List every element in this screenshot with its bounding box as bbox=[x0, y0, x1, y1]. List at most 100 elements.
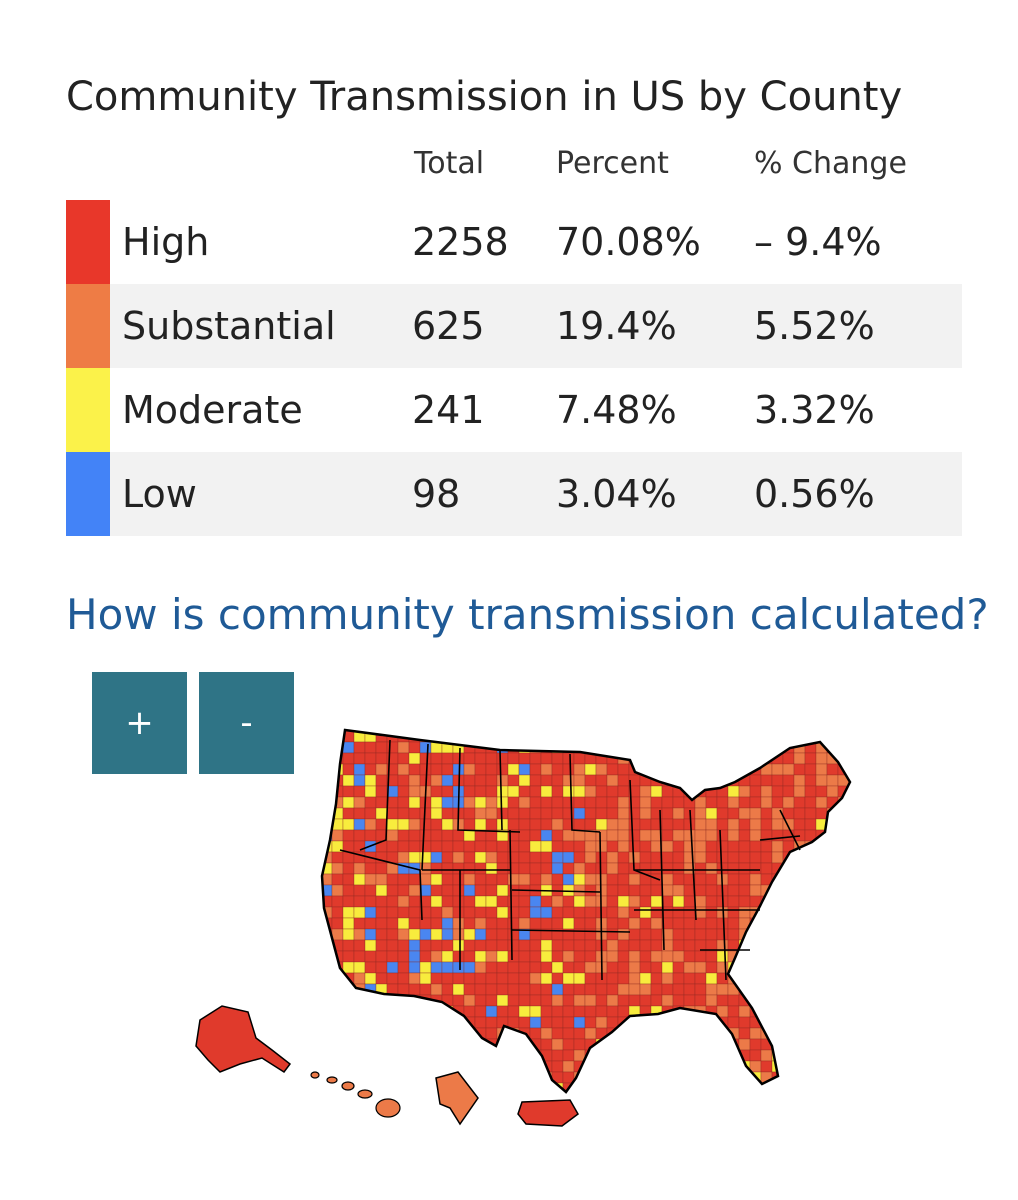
state-border-line bbox=[421, 743, 429, 871]
county-cell bbox=[573, 1005, 586, 1018]
county-cell bbox=[826, 1049, 839, 1062]
county-cell bbox=[463, 730, 476, 732]
county-cell bbox=[749, 796, 762, 809]
county-cell bbox=[771, 994, 784, 1007]
county-cell bbox=[760, 928, 773, 941]
county-cell bbox=[507, 939, 520, 952]
county-cell bbox=[793, 950, 806, 963]
county-cell bbox=[507, 730, 520, 732]
county-cell bbox=[607, 1094, 618, 1105]
county-cell bbox=[793, 939, 806, 952]
county-cell bbox=[485, 884, 498, 897]
county-cell bbox=[848, 1038, 850, 1051]
county-cell bbox=[310, 1094, 321, 1105]
county-cell bbox=[782, 752, 795, 765]
county-cell bbox=[815, 862, 828, 875]
county-cell bbox=[551, 796, 564, 809]
county-cell bbox=[529, 752, 542, 765]
county-cell bbox=[727, 1005, 740, 1018]
county-cell bbox=[628, 840, 641, 853]
county-cell bbox=[749, 928, 762, 941]
county-cell bbox=[353, 752, 366, 765]
county-cell bbox=[507, 807, 520, 820]
county-cell bbox=[529, 840, 542, 853]
county-cell bbox=[584, 983, 597, 996]
county-cell bbox=[529, 1082, 542, 1092]
county-cell bbox=[749, 752, 762, 765]
county-cell bbox=[551, 1005, 564, 1018]
county-cell bbox=[310, 863, 321, 874]
county-cell bbox=[628, 884, 641, 897]
county-cell bbox=[727, 862, 740, 875]
county-cell bbox=[683, 1049, 696, 1062]
county-cell bbox=[815, 939, 828, 952]
us-county-map[interactable] bbox=[160, 720, 860, 1140]
county-cell bbox=[650, 1071, 663, 1084]
county-cell bbox=[496, 939, 509, 952]
county-cell bbox=[375, 774, 388, 787]
county-cell bbox=[353, 840, 366, 853]
county-cell bbox=[760, 840, 773, 853]
county-cell bbox=[310, 896, 321, 907]
county-cell bbox=[310, 1050, 321, 1061]
county-cell bbox=[804, 1038, 817, 1051]
county-cell bbox=[805, 1094, 816, 1105]
county-cell bbox=[639, 818, 652, 831]
county-cell bbox=[408, 763, 421, 776]
county-cell bbox=[683, 939, 696, 952]
county-cell bbox=[661, 829, 674, 842]
county-cell bbox=[463, 818, 476, 831]
county-cell bbox=[727, 785, 740, 798]
county-cell bbox=[518, 906, 531, 919]
county-cell bbox=[749, 807, 762, 820]
county-cell bbox=[353, 730, 366, 732]
county-cell bbox=[727, 807, 740, 820]
county-cell bbox=[386, 895, 399, 908]
county-cell bbox=[353, 774, 366, 787]
county-cell bbox=[837, 807, 850, 820]
county-cell bbox=[419, 972, 432, 985]
county-cell bbox=[332, 1105, 343, 1116]
county-cell bbox=[672, 961, 685, 974]
county-cell bbox=[651, 1094, 662, 1105]
county-cell bbox=[838, 1105, 849, 1116]
hawaii-island bbox=[341, 1081, 355, 1091]
county-cell bbox=[322, 1082, 333, 1092]
zoom-out-button[interactable]: - bbox=[199, 672, 294, 774]
county-cell bbox=[497, 1105, 508, 1116]
county-cell bbox=[441, 730, 454, 732]
county-cell bbox=[408, 730, 421, 732]
county-cell bbox=[606, 961, 619, 974]
county-cell bbox=[540, 840, 553, 853]
county-cell bbox=[761, 1094, 772, 1105]
county-cell bbox=[321, 1094, 332, 1105]
county-cell bbox=[364, 730, 377, 732]
county-cell bbox=[639, 752, 652, 765]
county-cell bbox=[804, 873, 817, 886]
county-cell bbox=[507, 785, 520, 798]
county-cell bbox=[518, 774, 531, 787]
county-cell bbox=[474, 906, 487, 919]
county-cell bbox=[540, 1005, 553, 1018]
county-cell bbox=[617, 928, 630, 941]
county-cell bbox=[695, 1094, 706, 1105]
zoom-in-button[interactable]: + bbox=[92, 672, 187, 774]
calculation-info-link[interactable]: How is community transmission calculated… bbox=[66, 590, 989, 639]
county-cell bbox=[848, 939, 850, 952]
dc-inset-region bbox=[435, 1071, 479, 1126]
county-cell bbox=[595, 873, 608, 886]
county-cell bbox=[749, 741, 762, 754]
county-cell bbox=[485, 994, 498, 1007]
county-cell bbox=[518, 1038, 531, 1051]
county-cell bbox=[551, 961, 564, 974]
county-cell bbox=[496, 807, 509, 820]
county-cell bbox=[496, 983, 509, 996]
county-cell bbox=[727, 928, 740, 941]
county-cell bbox=[474, 1071, 487, 1084]
county-cell bbox=[650, 961, 663, 974]
county-cell bbox=[375, 1027, 388, 1040]
county-cell bbox=[342, 763, 355, 776]
county-cell bbox=[694, 796, 707, 809]
county-cell bbox=[804, 862, 817, 875]
county-cell bbox=[485, 961, 498, 974]
